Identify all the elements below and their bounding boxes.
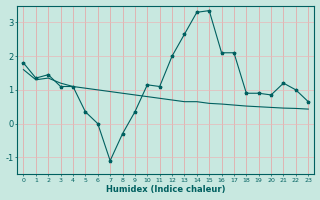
X-axis label: Humidex (Indice chaleur): Humidex (Indice chaleur) [106, 185, 226, 194]
